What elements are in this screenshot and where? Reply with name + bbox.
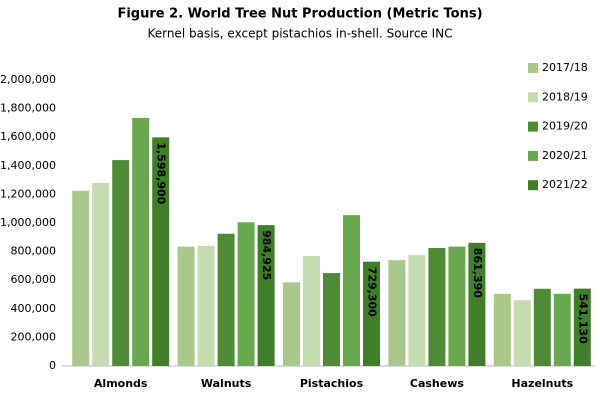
y-tick-label: 2,000,000 xyxy=(0,73,56,86)
legend-label: 2018/19 xyxy=(542,90,588,103)
x-tick-label: Hazelnuts xyxy=(511,377,573,390)
bar xyxy=(72,190,90,366)
bar xyxy=(493,293,511,366)
legend-swatch xyxy=(528,63,538,73)
bar xyxy=(408,255,426,366)
x-tick-label: Pistachios xyxy=(300,377,364,390)
bar xyxy=(237,222,255,366)
chart-subtitle: Kernel basis, except pistachios in-shell… xyxy=(147,27,452,41)
y-tick-label: 400,000 xyxy=(11,302,57,315)
legend-label: 2019/20 xyxy=(542,120,588,133)
bar xyxy=(197,245,215,366)
y-tick-label: 0 xyxy=(49,359,56,372)
y-tick-label: 800,000 xyxy=(11,245,57,258)
y-tick-label: 1,600,000 xyxy=(0,130,56,143)
y-tick-label: 200,000 xyxy=(11,330,57,343)
y-tick-label: 1,000,000 xyxy=(0,216,56,229)
y-tick-label: 1,200,000 xyxy=(0,187,56,200)
y-tick-label: 600,000 xyxy=(11,273,57,286)
bar xyxy=(132,117,150,367)
bar xyxy=(553,293,571,366)
bar xyxy=(573,288,591,366)
legend-label: 2021/22 xyxy=(542,178,588,191)
x-tick-label: Almonds xyxy=(94,377,148,390)
legend-swatch xyxy=(528,92,538,103)
bar xyxy=(513,300,531,366)
bar xyxy=(303,255,320,366)
bar xyxy=(363,261,380,366)
bar xyxy=(448,246,466,366)
bar xyxy=(533,288,551,366)
x-tick-label: Walnuts xyxy=(201,377,252,390)
bar xyxy=(217,233,235,366)
data-label: 541,130 xyxy=(576,294,589,344)
bar xyxy=(152,137,170,366)
legend-swatch xyxy=(528,150,538,161)
legend-swatch xyxy=(528,180,538,191)
bar xyxy=(257,225,275,366)
y-tick-label: 1,800,000 xyxy=(0,102,56,115)
bar xyxy=(468,242,486,366)
bar xyxy=(323,273,340,366)
legend-label: 2017/18 xyxy=(542,61,588,74)
bar xyxy=(92,182,110,366)
x-tick-label: Cashews xyxy=(410,377,464,390)
bar xyxy=(177,246,195,366)
data-label: 1,598,900 xyxy=(155,142,168,204)
data-label: 861,390 xyxy=(471,248,484,298)
y-tick-label: 1,400,000 xyxy=(0,159,56,172)
data-label: 729,300 xyxy=(366,267,379,317)
data-label: 984,925 xyxy=(260,230,273,280)
bar xyxy=(428,248,446,366)
bar xyxy=(388,260,406,366)
bar xyxy=(343,215,360,366)
legend-label: 2020/21 xyxy=(542,149,588,162)
bar xyxy=(112,160,130,366)
legend-swatch xyxy=(528,121,538,132)
bar xyxy=(283,282,300,366)
chart-title: Figure 2. World Tree Nut Production (Met… xyxy=(117,7,482,22)
